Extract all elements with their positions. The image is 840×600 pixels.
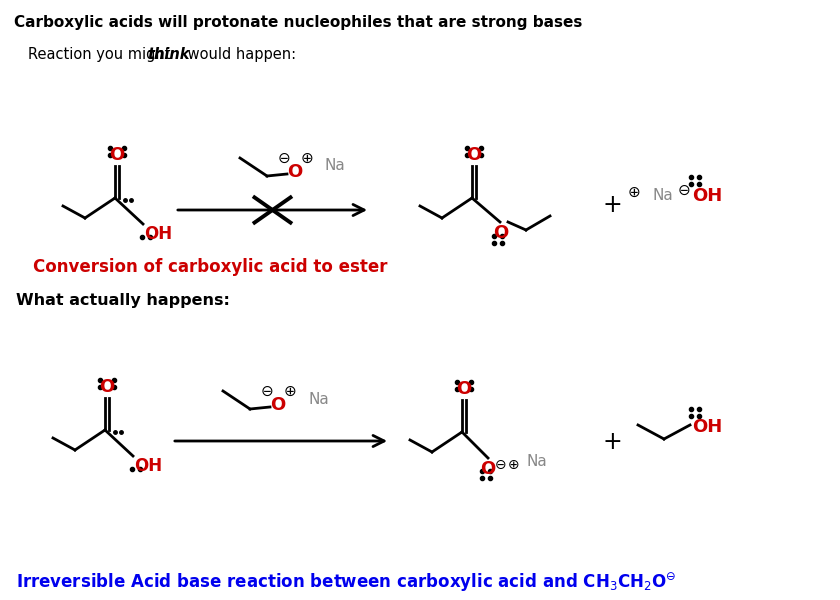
Text: What actually happens:: What actually happens: [16, 293, 230, 308]
Text: Irreversible Acid base reaction between carboxylic acid and CH$_3$CH$_2$O$^{\omi: Irreversible Acid base reaction between … [16, 572, 676, 595]
Text: O: O [493, 224, 509, 242]
Text: ⊕: ⊕ [301, 151, 313, 166]
Text: OH: OH [144, 225, 172, 243]
Text: ⊖: ⊖ [260, 383, 273, 398]
Text: Na: Na [526, 454, 547, 469]
Text: Conversion of carboxylic acid to ester: Conversion of carboxylic acid to ester [33, 258, 387, 276]
Text: ⊕: ⊕ [627, 185, 640, 199]
Text: Carboxylic acids will protonate nucleophiles that are strong bases: Carboxylic acids will protonate nucleoph… [14, 15, 582, 30]
Text: Na: Na [308, 391, 328, 407]
Text: ⊖: ⊖ [678, 182, 690, 197]
Text: Na: Na [652, 188, 673, 203]
Text: O: O [456, 380, 471, 398]
Text: think: think [147, 47, 190, 62]
Text: Na: Na [325, 158, 346, 173]
Text: ⊕: ⊕ [284, 383, 297, 398]
Text: O: O [99, 378, 114, 396]
Text: O: O [270, 396, 286, 414]
Text: +: + [602, 430, 622, 454]
Text: ⊖: ⊖ [278, 151, 291, 166]
Text: O: O [480, 460, 496, 478]
Text: ⊕: ⊕ [508, 458, 520, 472]
Text: +: + [602, 193, 622, 217]
Text: OH: OH [692, 418, 722, 436]
Text: O: O [109, 146, 124, 164]
Text: OH: OH [134, 457, 162, 475]
Text: O: O [287, 163, 302, 181]
Text: OH: OH [692, 187, 722, 205]
Text: Reaction you might: Reaction you might [28, 47, 175, 62]
Text: ⊖: ⊖ [496, 458, 507, 472]
Text: O: O [466, 146, 481, 164]
Text: would happen:: would happen: [183, 47, 297, 62]
